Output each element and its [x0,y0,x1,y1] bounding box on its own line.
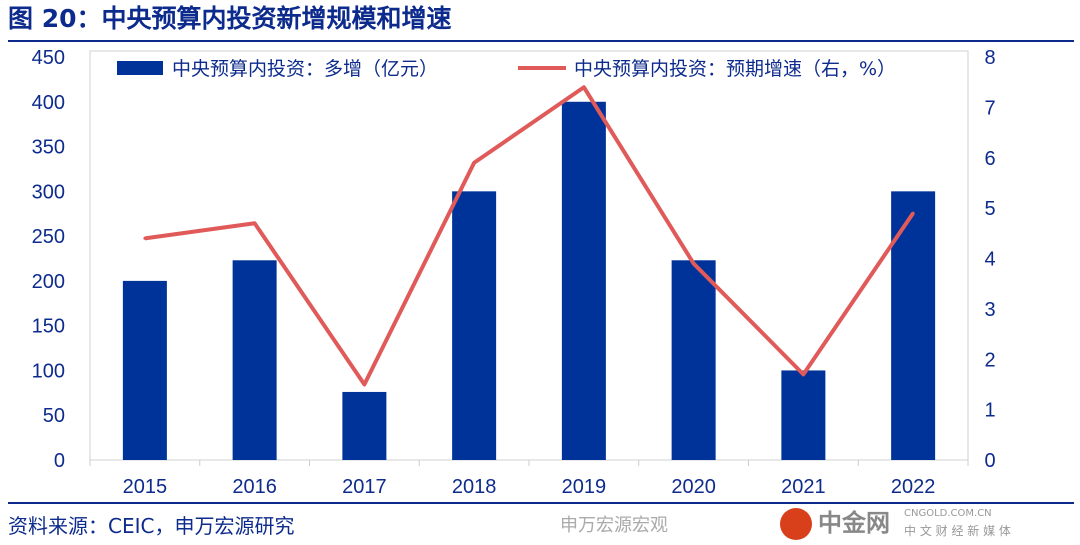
bar-2019 [561,101,606,461]
x-tick-label: 2022 [891,476,936,498]
line-point [582,85,586,89]
y-right-tick: 1 [984,400,995,422]
bar-2018 [452,191,497,461]
y-left-tick: 450 [32,47,65,69]
x-tick-label: 2018 [452,476,497,498]
source-note: 资料来源：CEIC，申万宏源研究 [8,514,295,538]
y-right-tick: 4 [984,249,995,271]
brand-watermark: 中金网 [818,509,890,537]
line-point [472,161,476,165]
y-right-tick: 2 [984,349,995,371]
plot-frame [89,50,969,461]
y-left-tick: 350 [32,137,65,159]
y-left-tick: 50 [43,405,65,427]
y-right-tick: 7 [984,97,995,119]
y-left-tick: 0 [54,450,65,472]
bar-2017 [342,391,387,460]
chart: 0 50 100 150 200 250 300 350 400 450 0 1 2 3 4 5 6 7 8 2015… [32,47,996,498]
legend-line-label: 中央预算内投资：预期增速（右，%） [574,58,896,80]
x-tick-label: 2019 [562,476,607,498]
line-point [692,262,696,266]
growth-line [144,85,915,387]
bar-2016 [232,260,277,460]
bar-2022 [891,191,936,461]
legend-bar-label: 中央预算内投资：多增（亿元） [172,58,438,80]
bar-2020 [671,260,716,460]
legend-bar-swatch [117,61,163,75]
y-right-tick: 8 [984,47,995,69]
x-tick-label: 2016 [232,476,277,498]
y-left-tick: 150 [32,316,65,338]
y-right-tick: 6 [984,148,995,170]
y-left-tick: 100 [32,360,65,382]
line-point [911,211,915,215]
brand-logo-icon [780,508,812,540]
wechat-watermark: 申万宏源宏观 [560,515,668,536]
tagline-watermark: 中 文 财 经 新 媒 体 [904,524,1011,538]
x-tick-label: 2015 [123,476,168,498]
line-point [362,382,366,386]
y-left-tick: 400 [32,92,65,114]
y-left-tick: 250 [32,226,65,248]
line-point [801,372,805,376]
y-right-tick: 5 [984,198,995,220]
y-right-tick: 0 [984,450,995,472]
bar-2021 [781,370,826,460]
title-rule [8,40,1074,42]
line-point [253,221,257,225]
bottom-rule [8,502,1074,504]
x-tick-label: 2017 [342,476,387,498]
line-point [143,236,147,240]
x-tick-label: 2021 [781,476,826,498]
figure-title: 图 20：中央预算内投资新增规模和增速 [8,4,452,33]
y-left-tick: 200 [32,271,65,293]
domain-watermark: CNGOLD.COM.CN [904,508,992,519]
y-right-tick: 3 [984,299,995,321]
y-left-tick: 300 [32,181,65,203]
bar-2015 [122,280,167,460]
x-tick-label: 2020 [671,476,716,498]
